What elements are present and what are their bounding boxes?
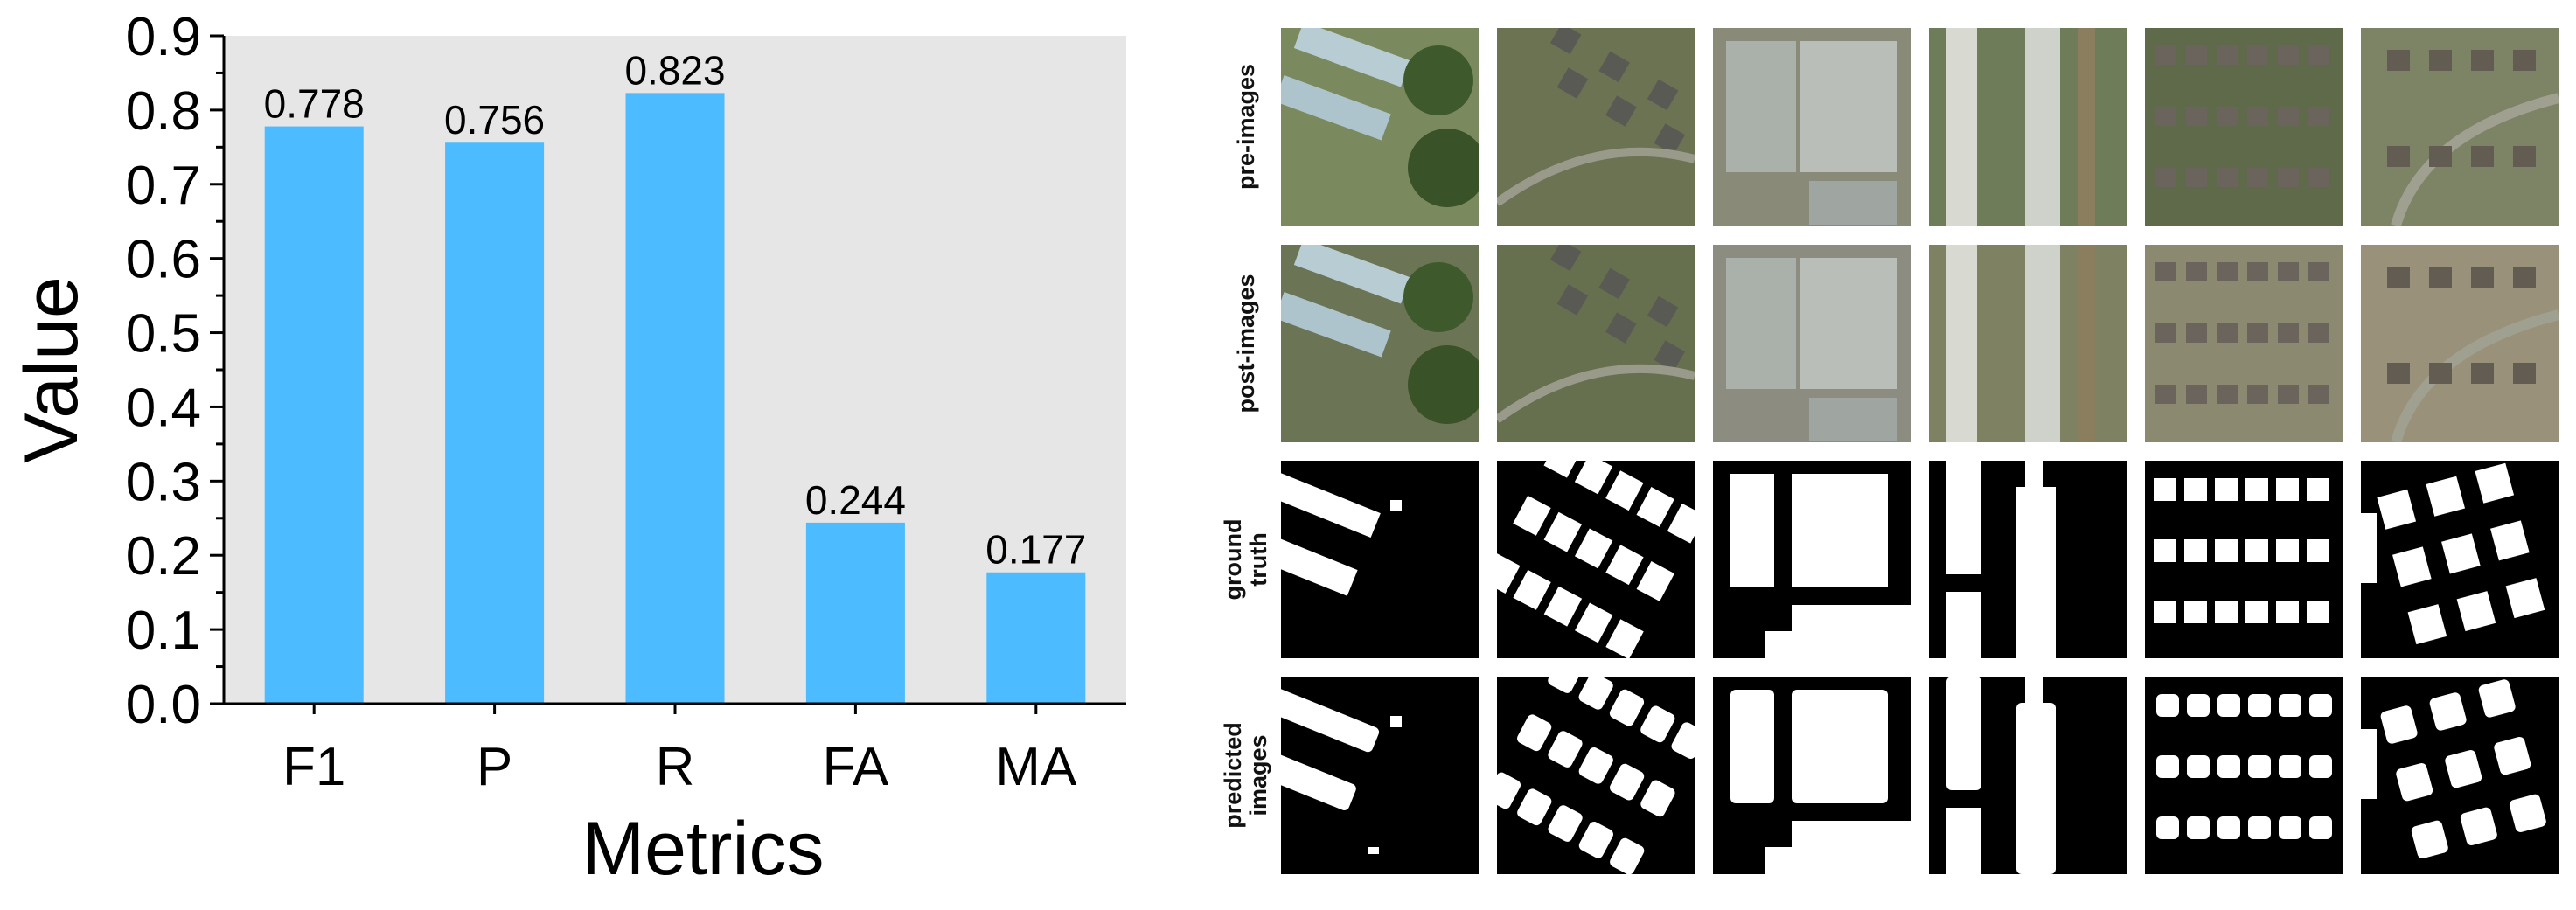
bar-ma [986, 572, 1086, 704]
predicted-image-tile-4 [1929, 677, 2127, 874]
bar-f1 [264, 126, 364, 704]
row-label-line: truth [1245, 532, 1271, 587]
y-tick-label: 0.3 [126, 452, 201, 512]
y-tick-label: 0.0 [126, 675, 201, 735]
y-axis: 0.0 0.1 0.2 0.3 0.4 0.5 0.6 0.7 0.8 0.9 [126, 7, 226, 735]
y-tick-label: 0.4 [126, 378, 201, 438]
pre-image-tile-2 [1497, 28, 1695, 226]
pre-image-tile-3 [1713, 28, 1911, 226]
y-tick-label: 0.6 [126, 230, 201, 290]
x-tick-label-f1: F1 [282, 737, 345, 797]
pre-image-tile-5 [2145, 28, 2343, 226]
predicted-image-tile-5 [2145, 677, 2343, 874]
bars-group: 0.778 0.756 0.823 0.244 0.177 [264, 47, 1086, 705]
ground-truth-tile-4 [1929, 461, 2127, 658]
row-label-pre-image: pre-images [1218, 28, 1274, 226]
x-tick-label-fa: FA [822, 737, 888, 797]
row-label-line: images [1245, 734, 1271, 816]
y-tick-label: 0.9 [126, 7, 201, 67]
post-image-tile-5 [2145, 245, 2343, 442]
row-label-post-image: post-images [1218, 245, 1274, 442]
y-axis-label: Value [10, 276, 94, 463]
row-label-ground-truth: ground truth [1218, 461, 1274, 658]
row-label-line: post-images [1232, 274, 1259, 413]
x-axis-label: Metrics [581, 807, 824, 891]
bar-r [625, 93, 725, 704]
value-label-f1: 0.778 [264, 81, 365, 127]
post-image-tile-6 [2361, 245, 2559, 442]
post-image-tile-4 [1929, 245, 2127, 442]
bar-fa [805, 522, 905, 704]
ground-truth-tile-2 [1497, 461, 1695, 658]
row-label-line: ground [1220, 518, 1246, 601]
predicted-image-tile-2 [1497, 677, 1695, 874]
row-label-line: predicted [1220, 722, 1246, 829]
ground-truth-tile-3 [1713, 461, 1911, 658]
x-tick-label-ma: MA [995, 737, 1077, 797]
row-label-predicted-image: predicted images [1218, 677, 1274, 874]
x-axis: F1 P R FA MA [224, 702, 1126, 797]
y-tick-label: 0.5 [126, 304, 201, 365]
ground-truth-tile-5 [2145, 461, 2343, 658]
y-tick-label: 0.1 [126, 601, 201, 661]
post-image-tile-2 [1497, 245, 1695, 442]
post-image-tile-1 [1281, 245, 1479, 442]
x-tick-label-r: R [656, 737, 695, 797]
predicted-image-tile-1 [1281, 677, 1479, 874]
y-tick-label: 0.7 [126, 156, 201, 216]
pre-image-tile-4 [1929, 28, 2127, 226]
y-tick-label: 0.2 [126, 526, 201, 587]
value-label-fa: 0.244 [805, 477, 906, 523]
post-image-tile-3 [1713, 245, 1911, 442]
x-tick-label-p: P [477, 737, 512, 797]
y-tick-label: 0.8 [126, 81, 201, 142]
row-label-line: pre-images [1232, 63, 1259, 191]
value-label-ma: 0.177 [985, 527, 1086, 573]
pre-image-tile-6 [2361, 28, 2559, 226]
predicted-image-tile-6 [2361, 677, 2559, 874]
bar-p [445, 142, 545, 705]
ground-truth-tile-6 [2361, 461, 2559, 658]
ground-truth-tile-1 [1281, 461, 1479, 658]
value-label-p: 0.756 [444, 97, 545, 142]
predicted-image-tile-3 [1713, 677, 1911, 874]
pre-image-tile-1 [1281, 28, 1479, 226]
value-label-r: 0.823 [624, 47, 725, 93]
